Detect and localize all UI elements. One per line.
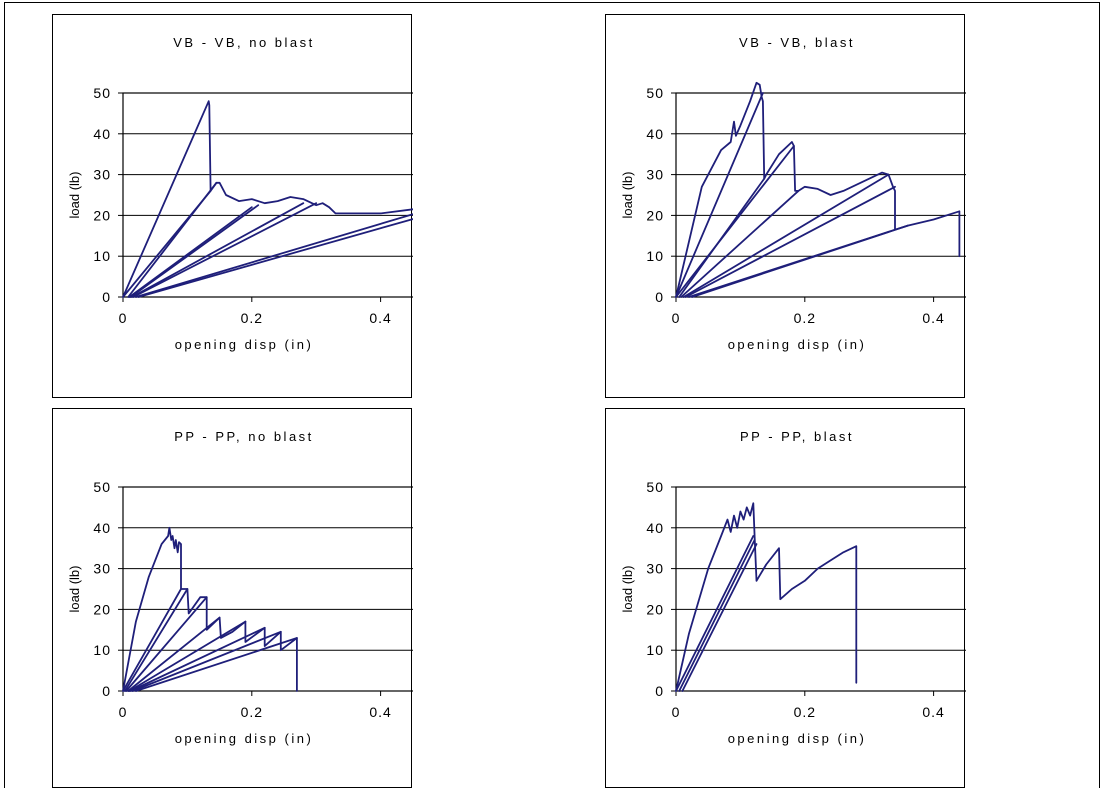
chart-1-plot-area xyxy=(122,92,413,298)
chart-3-ytick-label-0: 0 xyxy=(102,683,111,699)
chart-1-ytick-label-1: 10 xyxy=(93,248,111,264)
chart-2-ytick-label-4: 40 xyxy=(646,126,664,142)
chart-3-ytick-label-5: 50 xyxy=(93,479,111,495)
chart-1-title: VB - VB, no blast xyxy=(173,35,315,50)
chart-2-ytick-label-2: 20 xyxy=(646,207,664,223)
chart-3-ytick-label-4: 40 xyxy=(93,520,111,536)
chart-3-xtick-label-1: 0.2 xyxy=(241,704,263,720)
chart-1-ytick-label-0: 0 xyxy=(102,289,111,305)
chart-3-series-4 xyxy=(125,596,208,692)
chart-2-ytick-label-0: 0 xyxy=(655,289,664,305)
chart-4-series-4 xyxy=(681,543,758,692)
chart-3-series-3 xyxy=(124,588,189,692)
chart-2-ylabel: load (lb) xyxy=(620,172,635,219)
chart-3-plot-area xyxy=(122,486,413,692)
chart-4-xtick-label-0: 0 xyxy=(672,704,681,720)
chart-2-series-6 xyxy=(682,173,890,298)
chart-4-xtick-label-1: 0.2 xyxy=(794,704,816,720)
chart-2-xtick-label-0: 0 xyxy=(672,310,681,326)
chart-panel-2: VB - VB, blast 0 10 20 30 40 50 0 0.2 0.4 opening … xyxy=(605,14,966,398)
chart-2-series-5 xyxy=(680,189,800,298)
chart-2-series-4 xyxy=(678,177,766,298)
chart-1-ytick-label-2: 20 xyxy=(93,207,111,223)
chart-2-series-1 xyxy=(675,81,961,298)
chart-1-series-8 xyxy=(135,213,413,298)
chart-2-series-7 xyxy=(684,185,896,298)
page-frame xyxy=(4,2,1100,788)
chart-1-ylabel: load (lb) xyxy=(67,172,82,219)
chart-3-series-6 xyxy=(128,620,247,692)
chart-3-series-5 xyxy=(127,616,221,692)
chart-3-series-8 xyxy=(131,630,282,692)
chart-4-plot-area xyxy=(675,486,966,692)
chart-2-xtick-label-1: 0.2 xyxy=(794,310,816,326)
chart-panel-3: PP - PP, no blast 0 10 20 30 40 50 0 0.2 0.4 openi… xyxy=(52,408,413,788)
chart-3-xlabel: opening disp (in) xyxy=(175,731,314,746)
chart-1-series-7 xyxy=(132,202,318,298)
chart-4-title: PP - PP, blast xyxy=(740,429,854,444)
chart-2-ytick-label-5: 50 xyxy=(646,85,664,101)
chart-4-ytick-label-2: 20 xyxy=(646,601,664,617)
chart-svg-2: VB - VB, blast 0 10 20 30 40 50 0 0.2 0.4 opening … xyxy=(620,35,966,352)
chart-1-xlabel: opening disp (in) xyxy=(175,337,314,352)
chart-1-series-3 xyxy=(127,181,218,298)
chart-3-ylabel: load (lb) xyxy=(67,566,82,613)
chart-4-ytick-label-4: 40 xyxy=(646,520,664,536)
chart-2-xtick-label-2: 0.4 xyxy=(922,310,944,326)
chart-panel-4: PP - PP, blast 0 10 20 30 40 50 0 0.2 0.4 opening … xyxy=(605,408,966,788)
chart-4-ytick-label-3: 30 xyxy=(646,561,664,577)
chart-1-series-6 xyxy=(131,202,305,298)
chart-2-ytick-label-3: 30 xyxy=(646,167,664,183)
chart-panel-1: VB - VB, no blast 0 10 20 30 40 50 0 0.2 0.4 openi… xyxy=(52,14,413,398)
chart-2-xlabel: opening disp (in) xyxy=(728,337,867,352)
chart-svg-4: PP - PP, blast 0 10 20 30 40 50 0 0.2 0.4 opening … xyxy=(620,429,966,746)
chart-3-series-9 xyxy=(135,637,298,692)
chart-3-xtick-label-2: 0.4 xyxy=(369,704,391,720)
chart-4-xlabel: opening disp (in) xyxy=(728,731,867,746)
chart-1-ytick-label-5: 50 xyxy=(93,85,111,101)
chart-2-series-9 xyxy=(691,224,909,298)
chart-1-ytick-label-4: 40 xyxy=(93,126,111,142)
chart-svg-1: VB - VB, no blast 0 10 20 30 40 50 0 0.2 0.4 openi… xyxy=(67,35,413,352)
chart-3-title: PP - PP, no blast xyxy=(174,429,314,444)
chart-4-ytick-label-0: 0 xyxy=(655,683,664,699)
chart-3-ytick-label-2: 20 xyxy=(93,601,111,617)
chart-3-series-1 xyxy=(122,526,298,692)
chart-4-ylabel: load (lb) xyxy=(620,566,635,613)
chart-4-series-1 xyxy=(675,502,858,692)
chart-2-title: VB - VB, blast xyxy=(739,35,855,50)
chart-1-series-1 xyxy=(122,100,413,298)
chart-2-plot-area xyxy=(675,92,966,298)
chart-4-xtick-label-2: 0.4 xyxy=(922,704,944,720)
chart-1-series-5 xyxy=(129,204,260,298)
chart-4-series-2 xyxy=(675,535,755,692)
chart-4-ytick-label-1: 10 xyxy=(646,642,664,658)
chart-3-ytick-label-3: 30 xyxy=(93,561,111,577)
chart-3-series-7 xyxy=(129,626,266,692)
chart-1-xtick-label-2: 0.4 xyxy=(369,310,391,326)
chart-1-ytick-label-3: 30 xyxy=(93,167,111,183)
chart-1-series-4 xyxy=(128,206,253,298)
chart-2-ytick-label-1: 10 xyxy=(646,248,664,264)
chart-2-series-2 xyxy=(675,92,764,298)
chart-1-xtick-label-0: 0 xyxy=(119,310,128,326)
chart-svg-3: PP - PP, no blast 0 10 20 30 40 50 0 0.2 0.4 openi… xyxy=(67,429,413,746)
chart-3-xtick-label-0: 0 xyxy=(119,704,128,720)
chart-1-xtick-label-1: 0.2 xyxy=(241,310,263,326)
chart-4-ytick-label-5: 50 xyxy=(646,479,664,495)
chart-3-ytick-label-1: 10 xyxy=(93,642,111,658)
chart-4-series-3 xyxy=(678,539,756,692)
chart-3-series-2 xyxy=(122,588,182,692)
chart-1-series-9 xyxy=(137,218,413,298)
chart-2-series-3 xyxy=(675,145,795,298)
